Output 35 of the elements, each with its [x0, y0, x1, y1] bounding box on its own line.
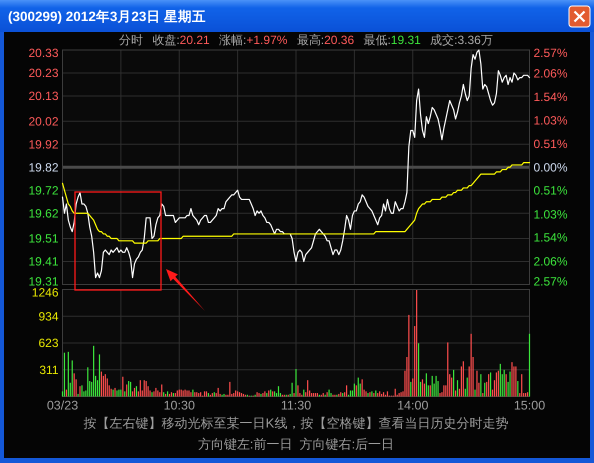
x-tick-label: 11:30	[280, 398, 312, 412]
y2-tick-label: 2.06%	[534, 66, 568, 80]
chart-title: (300299) 2012年3月23日 星期五	[8, 9, 206, 24]
line-series	[62, 49, 530, 278]
x-tick-label: 10:30	[164, 398, 195, 412]
x-tick-label: 03/23	[46, 398, 78, 412]
y-tick-label: 19.82	[28, 160, 59, 174]
y-tick-label: 311	[39, 362, 59, 377]
y2-tick-label: 1.03%	[534, 113, 568, 128]
y-tick-label: 19.92	[28, 137, 59, 152]
y2-tick-label: 0.51%	[534, 137, 568, 152]
text: 方向键左:前一日 方向键右:后一日	[198, 436, 394, 452]
y-tick-label: 623	[38, 336, 59, 350]
y2-tick-label: 0.00%	[534, 160, 568, 174]
y-tick-label: 19.72	[28, 183, 59, 198]
y-tick-label: 934	[38, 309, 59, 324]
y2-tick-label: 0.51%	[534, 184, 568, 198]
x-tick-label: 14:00	[397, 398, 428, 412]
y-tick-label: 20.13	[28, 89, 59, 104]
y2-tick-label: 2.57%	[534, 46, 568, 60]
y2-tick-label: 2.57%	[534, 274, 568, 289]
y2-tick-label: 1.54%	[534, 230, 568, 245]
text: 按【左右键】移动光标至某一日K线，按【空格键】查看当日历史分时走势	[84, 416, 508, 430]
y2-tick-label: 2.06%	[534, 254, 568, 268]
y-tick-label: 20.23	[28, 66, 59, 80]
y-tick-label: 19.51	[28, 232, 59, 246]
line-series	[62, 162, 530, 244]
x-tick-label: 15:00	[514, 398, 546, 412]
y-tick-label: 20.02	[28, 114, 59, 128]
y-tick-label: 20.33	[28, 46, 59, 60]
y2-tick-label: 1.54%	[534, 90, 568, 104]
y-tick-label: 19.62	[28, 206, 59, 220]
text: 分时 收盘:20.21 涨幅:+1.97% 最高:20.36 最低:19.31 成交:3.36万	[119, 33, 493, 47]
y-tick-label: 19.41	[28, 254, 59, 269]
y2-tick-label: 1.03%	[534, 207, 568, 222]
